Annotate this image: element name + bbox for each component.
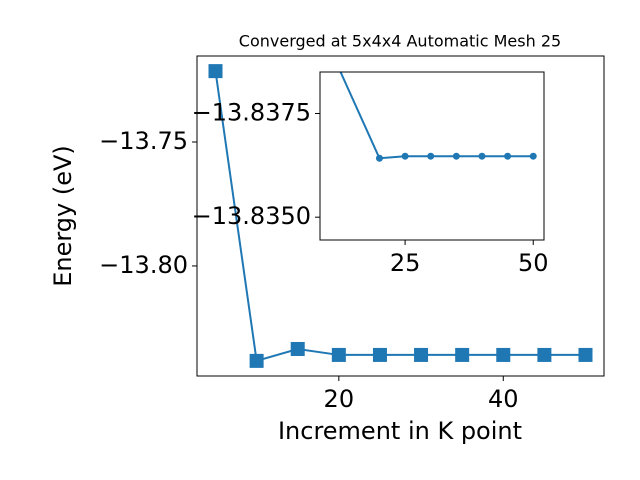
marker bbox=[537, 347, 552, 362]
axes-frame bbox=[319, 71, 545, 241]
line bbox=[214, 70, 586, 363]
marker bbox=[496, 347, 511, 362]
marker bbox=[578, 347, 593, 362]
marker bbox=[331, 347, 346, 362]
x-tick-label: 40 bbox=[488, 385, 519, 413]
x-axis-label: Increment in K point bbox=[278, 417, 522, 445]
axes-frame bbox=[196, 55, 605, 377]
y-tick-label: −13.75 bbox=[99, 127, 188, 155]
marker bbox=[401, 152, 409, 160]
marker bbox=[427, 152, 435, 160]
marker bbox=[455, 347, 470, 362]
marker bbox=[478, 152, 486, 160]
marker bbox=[290, 341, 305, 356]
series-group bbox=[339, 72, 537, 162]
chart-title: Converged at 5x4x4 Automatic Mesh 25 bbox=[239, 32, 561, 51]
y-tick-label: −13.8375 bbox=[192, 98, 311, 126]
y-tick-label: −13.8350 bbox=[192, 202, 311, 230]
x-tick-label: 20 bbox=[324, 385, 355, 413]
marker bbox=[208, 64, 223, 79]
x-tick-label: 25 bbox=[390, 249, 421, 277]
marker bbox=[414, 347, 429, 362]
marker bbox=[452, 152, 460, 160]
marker bbox=[529, 152, 537, 160]
marker bbox=[504, 152, 512, 160]
line bbox=[339, 72, 534, 160]
y-tick-label: −13.80 bbox=[99, 251, 188, 279]
y-axis-label: Energy (eV) bbox=[49, 145, 77, 287]
marker bbox=[375, 154, 383, 162]
series-group bbox=[208, 64, 593, 368]
marker bbox=[249, 353, 264, 368]
x-tick-label: 50 bbox=[518, 249, 549, 277]
marker bbox=[372, 347, 387, 362]
